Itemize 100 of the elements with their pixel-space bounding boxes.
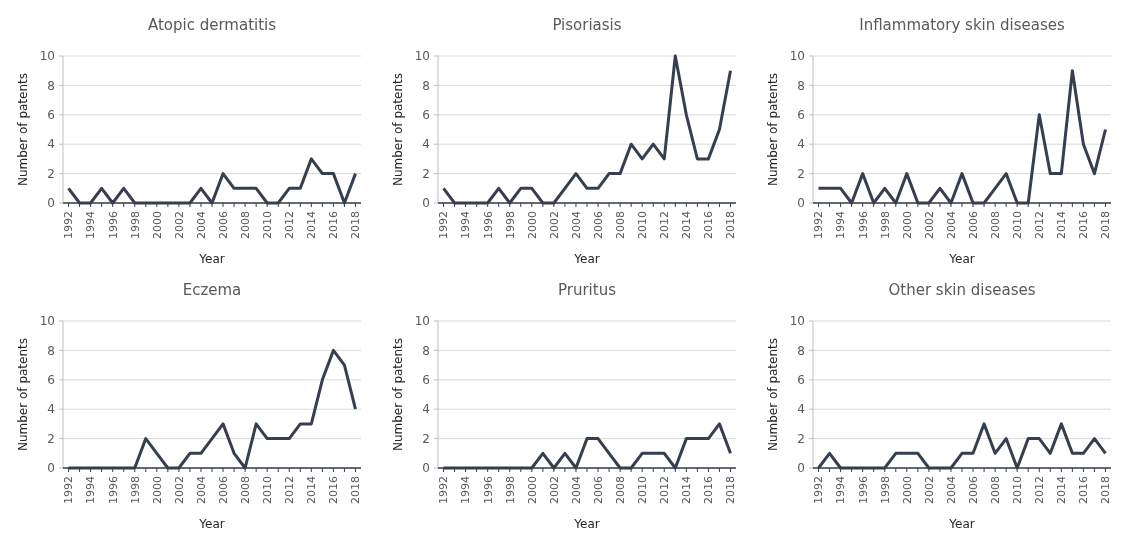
x-tick-label: 2000 — [150, 211, 164, 239]
x-tick-label: 2016 — [1077, 476, 1091, 504]
y-tick-label: 2 — [422, 431, 430, 446]
y-tick-label: 8 — [422, 78, 430, 93]
x-tick-label: 1992 — [812, 211, 826, 239]
y-tick-label: 2 — [797, 166, 805, 181]
chart-title: Eczema — [182, 281, 242, 299]
x-tick-label: 2012 — [283, 476, 297, 504]
x-tick-label: 2010 — [261, 476, 275, 504]
x-tick-label: 2006 — [216, 476, 230, 504]
x-tick-label: 1998 — [128, 211, 142, 239]
x-tick-label: 2016 — [327, 211, 341, 239]
x-tick-label: 2014 — [305, 476, 319, 504]
x-tick-label: 1996 — [856, 211, 870, 239]
x-tick-label: 1998 — [878, 211, 892, 239]
x-tick-label: 2010 — [1011, 211, 1025, 239]
x-axis-title: Year — [573, 252, 600, 266]
y-tick-label: 2 — [797, 431, 805, 446]
y-axis-title: Number of patents — [391, 337, 405, 452]
y-tick-label: 2 — [422, 166, 430, 181]
chart-title: Pisoriasis — [552, 16, 622, 34]
y-tick-label: 6 — [422, 108, 430, 122]
x-tick-label: 2004 — [194, 476, 208, 504]
y-tick-label: 8 — [422, 343, 430, 358]
y-axis-title: Number of patents — [16, 72, 30, 187]
x-axis-title: Year — [948, 252, 975, 266]
y-tick-label: 0 — [47, 461, 55, 476]
x-tick-label: 2000 — [525, 211, 539, 239]
x-tick-label: 2018 — [1099, 476, 1113, 504]
x-tick-label: 2016 — [702, 211, 716, 239]
y-tick-label: 8 — [797, 78, 805, 93]
x-tick-label: 2014 — [680, 211, 694, 239]
y-tick-label: 4 — [422, 402, 430, 417]
x-tick-label: 1992 — [437, 476, 451, 504]
x-tick-label: 2012 — [1033, 476, 1047, 504]
x-tick-label: 2002 — [172, 476, 186, 504]
y-tick-label: 6 — [47, 373, 55, 387]
x-tick-label: 1994 — [84, 211, 98, 239]
x-tick-label: 2012 — [283, 211, 297, 239]
line-series — [67, 157, 357, 205]
x-tick-label: 2018 — [1099, 211, 1113, 239]
y-tick-label: 8 — [797, 343, 805, 358]
y-axis-title: Number of patents — [766, 72, 780, 187]
y-tick-label: 2 — [47, 166, 55, 181]
y-tick-label: 8 — [47, 343, 55, 358]
y-tick-label: 0 — [422, 461, 430, 476]
x-tick-label: 2018 — [724, 476, 738, 504]
y-tick-label: 4 — [422, 137, 430, 152]
x-tick-label: 2018 — [349, 476, 363, 504]
x-tick-label: 1996 — [106, 211, 120, 239]
x-axis-title: Year — [948, 517, 975, 531]
x-tick-label: 2002 — [922, 476, 936, 504]
x-tick-label: 2006 — [216, 211, 230, 239]
y-tick-label: 10 — [39, 49, 55, 64]
x-tick-label: 2002 — [547, 211, 561, 239]
y-tick-label: 4 — [47, 137, 55, 152]
x-tick-label: 2002 — [922, 211, 936, 239]
x-tick-label: 2008 — [988, 476, 1002, 504]
x-tick-label: 2004 — [944, 211, 958, 239]
chart-title: Other skin diseases — [888, 281, 1036, 299]
y-tick-label: 10 — [414, 49, 430, 64]
x-tick-label: 2008 — [613, 476, 627, 504]
y-axis-title: Number of patents — [391, 72, 405, 187]
chart-title: Pruritus — [558, 281, 617, 299]
x-tick-label: 2000 — [900, 476, 914, 504]
x-tick-label: 2018 — [349, 211, 363, 239]
x-tick-label: 2006 — [591, 211, 605, 239]
x-tick-label: 1998 — [503, 476, 517, 504]
x-tick-label: 2016 — [1077, 211, 1091, 239]
x-tick-label: 2008 — [988, 211, 1002, 239]
y-axis-title: Number of patents — [766, 337, 780, 452]
x-tick-label: 2012 — [658, 476, 672, 504]
x-tick-label: 2014 — [305, 211, 319, 239]
x-tick-label: 2004 — [569, 211, 583, 239]
y-tick-label: 6 — [422, 373, 430, 387]
x-tick-label: 2012 — [1033, 211, 1047, 239]
x-tick-label: 1992 — [437, 211, 451, 239]
x-axis-title: Year — [198, 517, 225, 531]
x-tick-label: 1998 — [128, 476, 142, 504]
x-tick-label: 2004 — [944, 476, 958, 504]
x-tick-label: 2004 — [194, 211, 208, 239]
y-tick-label: 6 — [797, 373, 805, 387]
line-series — [442, 54, 732, 205]
x-tick-label: 2004 — [569, 476, 583, 504]
x-tick-label: 2008 — [613, 211, 627, 239]
x-tick-label: 2000 — [900, 211, 914, 239]
y-tick-label: 0 — [47, 196, 55, 211]
x-tick-label: 2018 — [724, 211, 738, 239]
y-tick-label: 4 — [797, 402, 805, 417]
x-tick-label: 2014 — [680, 476, 694, 504]
y-tick-label: 0 — [797, 461, 805, 476]
x-tick-label: 1994 — [459, 476, 473, 504]
x-tick-label: 1994 — [84, 476, 98, 504]
y-tick-label: 4 — [797, 137, 805, 152]
x-tick-label: 2012 — [658, 211, 672, 239]
line-series — [817, 69, 1107, 205]
y-tick-label: 6 — [797, 108, 805, 122]
y-tick-label: 10 — [789, 49, 805, 64]
x-tick-label: 2016 — [702, 476, 716, 504]
x-axis-title: Year — [198, 252, 225, 266]
